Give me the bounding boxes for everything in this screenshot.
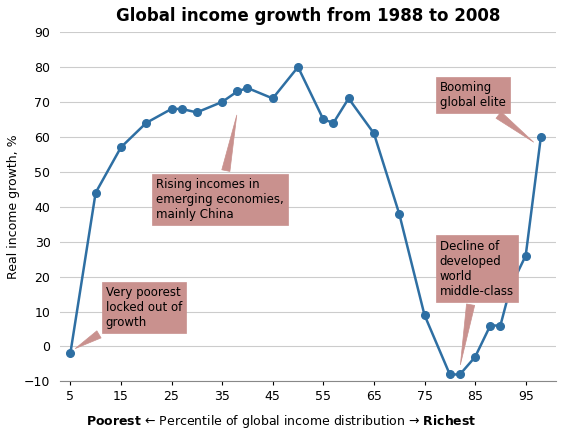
Text: Rising incomes in
emerging economies,
mainly China: Rising incomes in emerging economies, ma… xyxy=(157,115,284,221)
Y-axis label: Real income growth, %: Real income growth, % xyxy=(7,134,20,279)
Text: Booming
global elite: Booming global elite xyxy=(440,81,534,142)
Text: Decline of
developed
world
middle-class: Decline of developed world middle-class xyxy=(440,240,514,365)
Text: $\bf{Poorest}$ ← Percentile of global income distribution → $\bf{Richest}$: $\bf{Poorest}$ ← Percentile of global in… xyxy=(86,413,477,430)
Text: Very poorest
locked out of
growth: Very poorest locked out of growth xyxy=(75,286,182,349)
Title: Global income growth from 1988 to 2008: Global income growth from 1988 to 2008 xyxy=(116,7,501,25)
